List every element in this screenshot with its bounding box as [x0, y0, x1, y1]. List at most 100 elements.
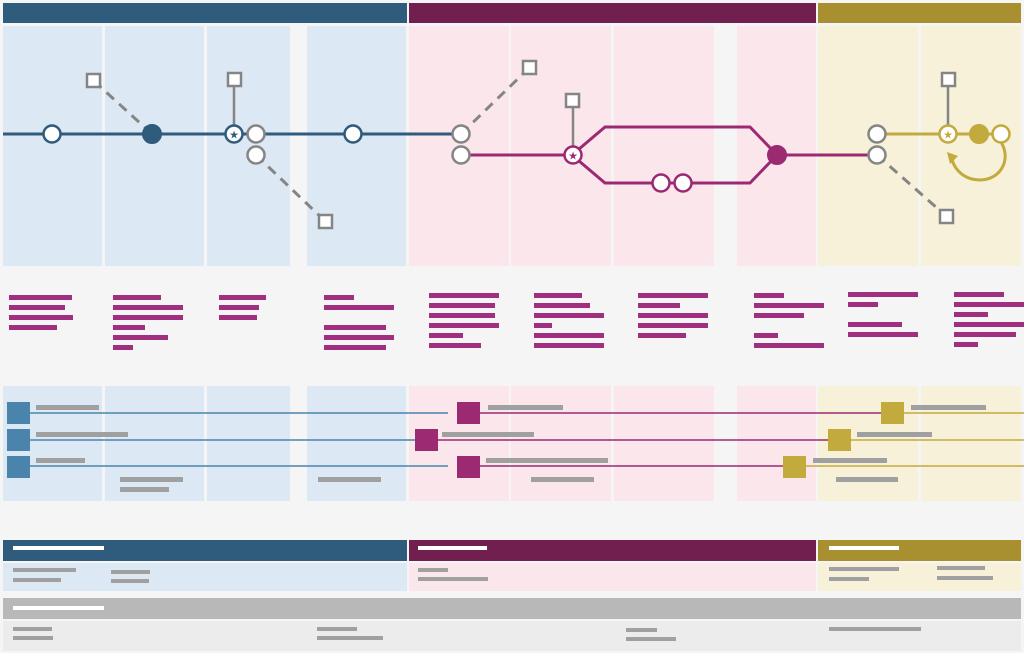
gray-placeholder — [111, 570, 150, 574]
phase-header-bars — [3, 3, 1021, 23]
text-block — [9, 295, 73, 330]
column-panel — [105, 26, 204, 266]
junction-node — [246, 145, 266, 165]
gray-placeholder — [317, 636, 383, 640]
timeline-square-magenta — [457, 456, 480, 478]
phase-bar-gold — [818, 3, 1021, 23]
gray-placeholder — [418, 568, 448, 572]
gray-placeholder — [626, 628, 657, 632]
junction-node — [867, 124, 887, 144]
phase-bar-blue — [3, 3, 407, 23]
journey-node-star — [563, 145, 583, 165]
touchpoint-square — [940, 71, 957, 88]
gray-placeholder — [36, 405, 99, 410]
gray-placeholder — [36, 432, 128, 437]
touchpoint-square — [317, 213, 334, 230]
star-icon: ★ — [943, 130, 953, 142]
touchpoint-square — [521, 59, 538, 76]
column-panel — [614, 386, 714, 501]
gray-placeholder — [626, 637, 676, 641]
touchpoint-square — [564, 92, 581, 109]
legend-panel — [3, 563, 407, 591]
timeline-square-magenta — [457, 402, 480, 424]
connector-squares — [85, 59, 957, 230]
journey-nodes: ★ ★ ★ — [42, 124, 1011, 193]
gray-placeholder — [111, 579, 149, 583]
journey-node — [991, 124, 1011, 144]
footer-band-title — [13, 606, 104, 610]
text-block — [113, 295, 183, 350]
journey-node-filled — [142, 124, 162, 144]
text-block — [429, 293, 499, 348]
gold-loop-arrow-icon — [950, 141, 1007, 182]
journey-node — [42, 124, 62, 144]
journey-node-filled — [767, 145, 787, 165]
timeline-square-gold — [783, 456, 806, 478]
timeline-square-magenta — [415, 429, 438, 451]
gray-placeholder — [13, 578, 61, 582]
column-panel — [818, 26, 918, 266]
legend-band-blue — [3, 540, 407, 561]
junction-node — [451, 124, 471, 144]
text-placeholder-blocks — [9, 292, 1024, 350]
gray-placeholder — [857, 432, 932, 437]
journey-node — [651, 173, 671, 193]
column-panel — [307, 26, 406, 266]
phase-bar-magenta — [409, 3, 816, 23]
column-panel — [921, 386, 1021, 501]
gray-placeholder — [813, 458, 887, 463]
timeline-rows — [7, 402, 1024, 492]
journey-node-star — [224, 124, 244, 144]
gray-placeholder — [829, 567, 899, 571]
journey-node — [343, 124, 363, 144]
column-panel — [3, 26, 102, 266]
dashed-connector — [876, 153, 947, 218]
legend-band-title — [13, 546, 104, 550]
loop-arrowhead — [947, 152, 958, 164]
legend-bands — [3, 540, 1021, 591]
footer-panel — [3, 621, 1021, 651]
text-block — [754, 293, 824, 348]
gray-placeholder — [13, 568, 76, 572]
journey-node — [673, 173, 693, 193]
gray-placeholder — [829, 627, 921, 631]
legend-band-magenta — [409, 540, 816, 561]
gray-placeholder — [13, 627, 52, 631]
column-panel — [105, 386, 204, 501]
gray-placeholder — [317, 627, 357, 631]
star-icon: ★ — [568, 151, 578, 163]
junction-node — [867, 145, 887, 165]
text-block — [219, 295, 266, 320]
gray-placeholder — [836, 477, 898, 482]
column-panel — [307, 386, 406, 501]
text-block — [954, 292, 1024, 347]
gray-placeholder — [531, 477, 594, 482]
journey-node-filled — [969, 124, 989, 144]
gray-placeholder — [911, 405, 986, 410]
gray-placeholder — [36, 458, 85, 463]
gray-placeholder — [418, 577, 488, 581]
touchpoint-square — [938, 208, 955, 225]
gray-placeholder — [13, 636, 53, 640]
junction-node — [246, 124, 266, 144]
timeline-square-gold — [828, 429, 851, 451]
footer-band-header — [3, 598, 1021, 619]
dashed-connector — [92, 79, 154, 136]
touchpoint-square — [226, 71, 243, 88]
junction-node — [451, 145, 471, 165]
gray-placeholder — [486, 458, 608, 463]
gray-placeholder — [488, 405, 563, 410]
column-panel — [737, 386, 816, 501]
column-panel — [921, 26, 1021, 266]
text-block — [324, 295, 394, 350]
gray-placeholder — [937, 576, 993, 580]
legend-band-title — [418, 546, 487, 550]
journey-node-star — [938, 124, 958, 144]
timeline-square-blue — [7, 456, 30, 478]
footer-band — [3, 598, 1021, 651]
gray-placeholder — [937, 566, 985, 570]
column-panel — [614, 26, 714, 266]
upper-columns — [3, 26, 1021, 266]
timeline-square-blue — [7, 429, 30, 451]
